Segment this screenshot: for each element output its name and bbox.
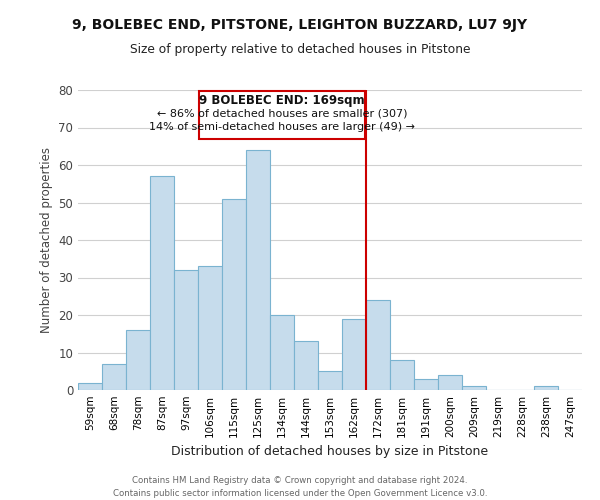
Bar [198, 266, 222, 390]
Bar [270, 315, 294, 390]
Bar [150, 176, 174, 390]
Y-axis label: Number of detached properties: Number of detached properties [40, 147, 53, 333]
Bar [390, 360, 414, 390]
Bar [462, 386, 486, 390]
Bar [246, 150, 270, 390]
Text: ← 86% of detached houses are smaller (307): ← 86% of detached houses are smaller (30… [157, 108, 407, 118]
Text: 9, BOLEBEC END, PITSTONE, LEIGHTON BUZZARD, LU7 9JY: 9, BOLEBEC END, PITSTONE, LEIGHTON BUZZA… [73, 18, 527, 32]
Bar [174, 270, 198, 390]
Text: Size of property relative to detached houses in Pitstone: Size of property relative to detached ho… [130, 42, 470, 56]
Text: Contains HM Land Registry data © Crown copyright and database right 2024.
Contai: Contains HM Land Registry data © Crown c… [113, 476, 487, 498]
Bar [222, 198, 246, 390]
Bar [294, 341, 318, 390]
Bar [414, 379, 438, 390]
Bar [78, 382, 102, 390]
Text: 9 BOLEBEC END: 169sqm: 9 BOLEBEC END: 169sqm [199, 94, 365, 107]
Bar [102, 364, 126, 390]
Text: 14% of semi-detached houses are larger (49) →: 14% of semi-detached houses are larger (… [149, 122, 415, 132]
Bar [126, 330, 150, 390]
Bar [438, 375, 462, 390]
Bar [318, 371, 342, 390]
Bar [199, 91, 365, 138]
Bar [342, 319, 366, 390]
Bar [366, 300, 390, 390]
Bar [534, 386, 558, 390]
X-axis label: Distribution of detached houses by size in Pitstone: Distribution of detached houses by size … [172, 446, 488, 458]
